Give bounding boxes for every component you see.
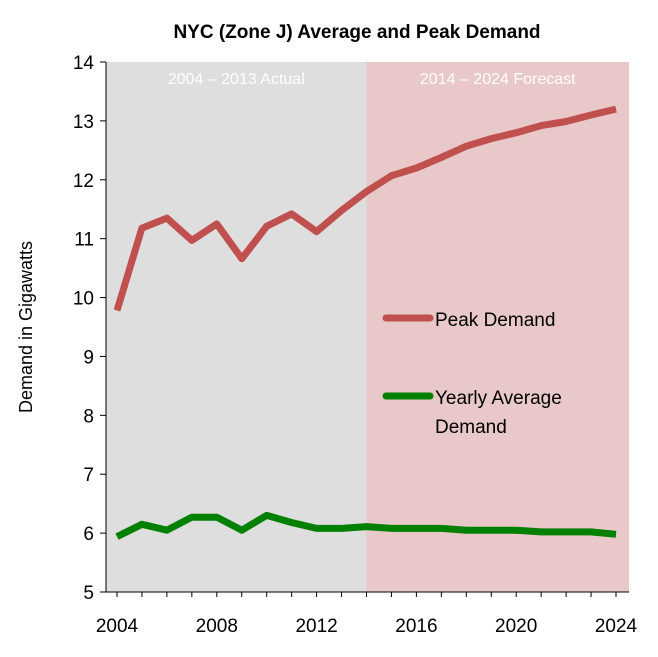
y-tick-label: 14 <box>73 53 95 74</box>
series <box>113 105 617 540</box>
legend-label-0: Peak Demand <box>435 310 555 331</box>
y-tick-label: 9 <box>83 347 94 368</box>
x-tick-label: 2020 <box>495 616 537 637</box>
y-ticks: 5 6 7 8 9 10 11 12 13 14 <box>73 53 106 604</box>
forecast-bands <box>106 62 629 592</box>
x-tick-label: 2016 <box>395 616 437 637</box>
region-band-0 <box>106 62 367 592</box>
y-tick-label: 12 <box>73 171 94 192</box>
y-tick-label: 11 <box>74 230 94 251</box>
region-label-0: 2004 – 2013 Actual <box>168 71 305 88</box>
series-line-0 <box>113 105 617 312</box>
y-axis-label: Demand in Gigawatts <box>16 241 36 413</box>
y-tick-label: 6 <box>83 524 94 545</box>
x-tick-label: 2024 <box>595 616 638 637</box>
y-tick-label: 7 <box>83 465 94 486</box>
region-label-1: 2014 – 2024 Forecast <box>420 71 576 88</box>
x-tick-label: 2012 <box>295 616 337 637</box>
axes <box>105 62 629 593</box>
legend-label-1: Yearly Average <box>435 388 562 409</box>
band-labels: 2004 – 2013 Actual 2014 – 2024 Forecast <box>168 71 576 88</box>
y-tick-label: 8 <box>83 406 94 427</box>
x-ticks: 2004 2008 2012 2016 2020 2024 <box>96 592 638 637</box>
chart-title: NYC (Zone J) Average and Peak Demand <box>173 22 540 43</box>
region-band-1 <box>366 62 629 592</box>
y-tick-label: 10 <box>73 289 94 310</box>
x-tick-label: 2008 <box>196 616 238 637</box>
x-tick-label: 2004 <box>96 616 139 637</box>
legend: Peak Demand Yearly Average Demand <box>382 310 562 438</box>
y-tick-label: 5 <box>83 583 94 604</box>
legend-label-1-line2: Demand <box>435 417 507 438</box>
y-tick-label: 13 <box>73 112 94 133</box>
series-line-1 <box>115 511 617 540</box>
